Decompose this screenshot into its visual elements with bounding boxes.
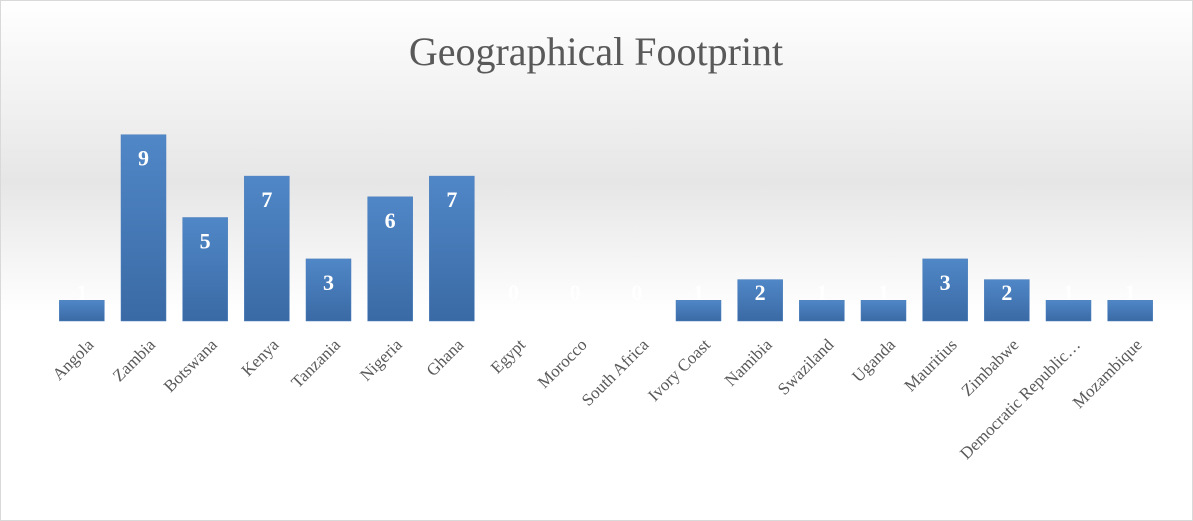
data-label: 2 xyxy=(755,280,766,305)
bar xyxy=(799,300,845,322)
data-label: 7 xyxy=(261,187,272,212)
bar xyxy=(1107,300,1153,322)
chart-title: Geographical Footprint xyxy=(409,29,783,74)
bar xyxy=(429,175,475,322)
data-label: 0 xyxy=(570,280,581,305)
bar xyxy=(922,258,968,322)
bar xyxy=(59,300,105,322)
data-label: 7 xyxy=(446,187,457,212)
bar xyxy=(182,217,228,322)
bar xyxy=(120,134,167,322)
data-label: 3 xyxy=(323,270,334,295)
data-label: 3 xyxy=(940,270,951,295)
data-label: 2 xyxy=(1001,280,1012,305)
data-label: 1 xyxy=(693,280,704,305)
data-label: 0 xyxy=(631,280,642,305)
data-label: 0 xyxy=(508,280,519,305)
bar xyxy=(675,300,722,322)
data-label: 1 xyxy=(1125,280,1136,305)
bar xyxy=(860,300,907,322)
bar xyxy=(305,258,352,322)
data-label: 9 xyxy=(138,146,149,171)
data-label: 1 xyxy=(1063,280,1074,305)
data-label: 6 xyxy=(385,208,396,233)
bar xyxy=(737,279,783,322)
data-label: 1 xyxy=(76,280,87,305)
data-label: 1 xyxy=(878,280,889,305)
bar xyxy=(367,196,413,322)
bar xyxy=(1045,300,1092,322)
bar xyxy=(984,279,1030,322)
data-label: 1 xyxy=(816,280,827,305)
data-label: 5 xyxy=(200,229,211,254)
bar xyxy=(244,175,290,322)
